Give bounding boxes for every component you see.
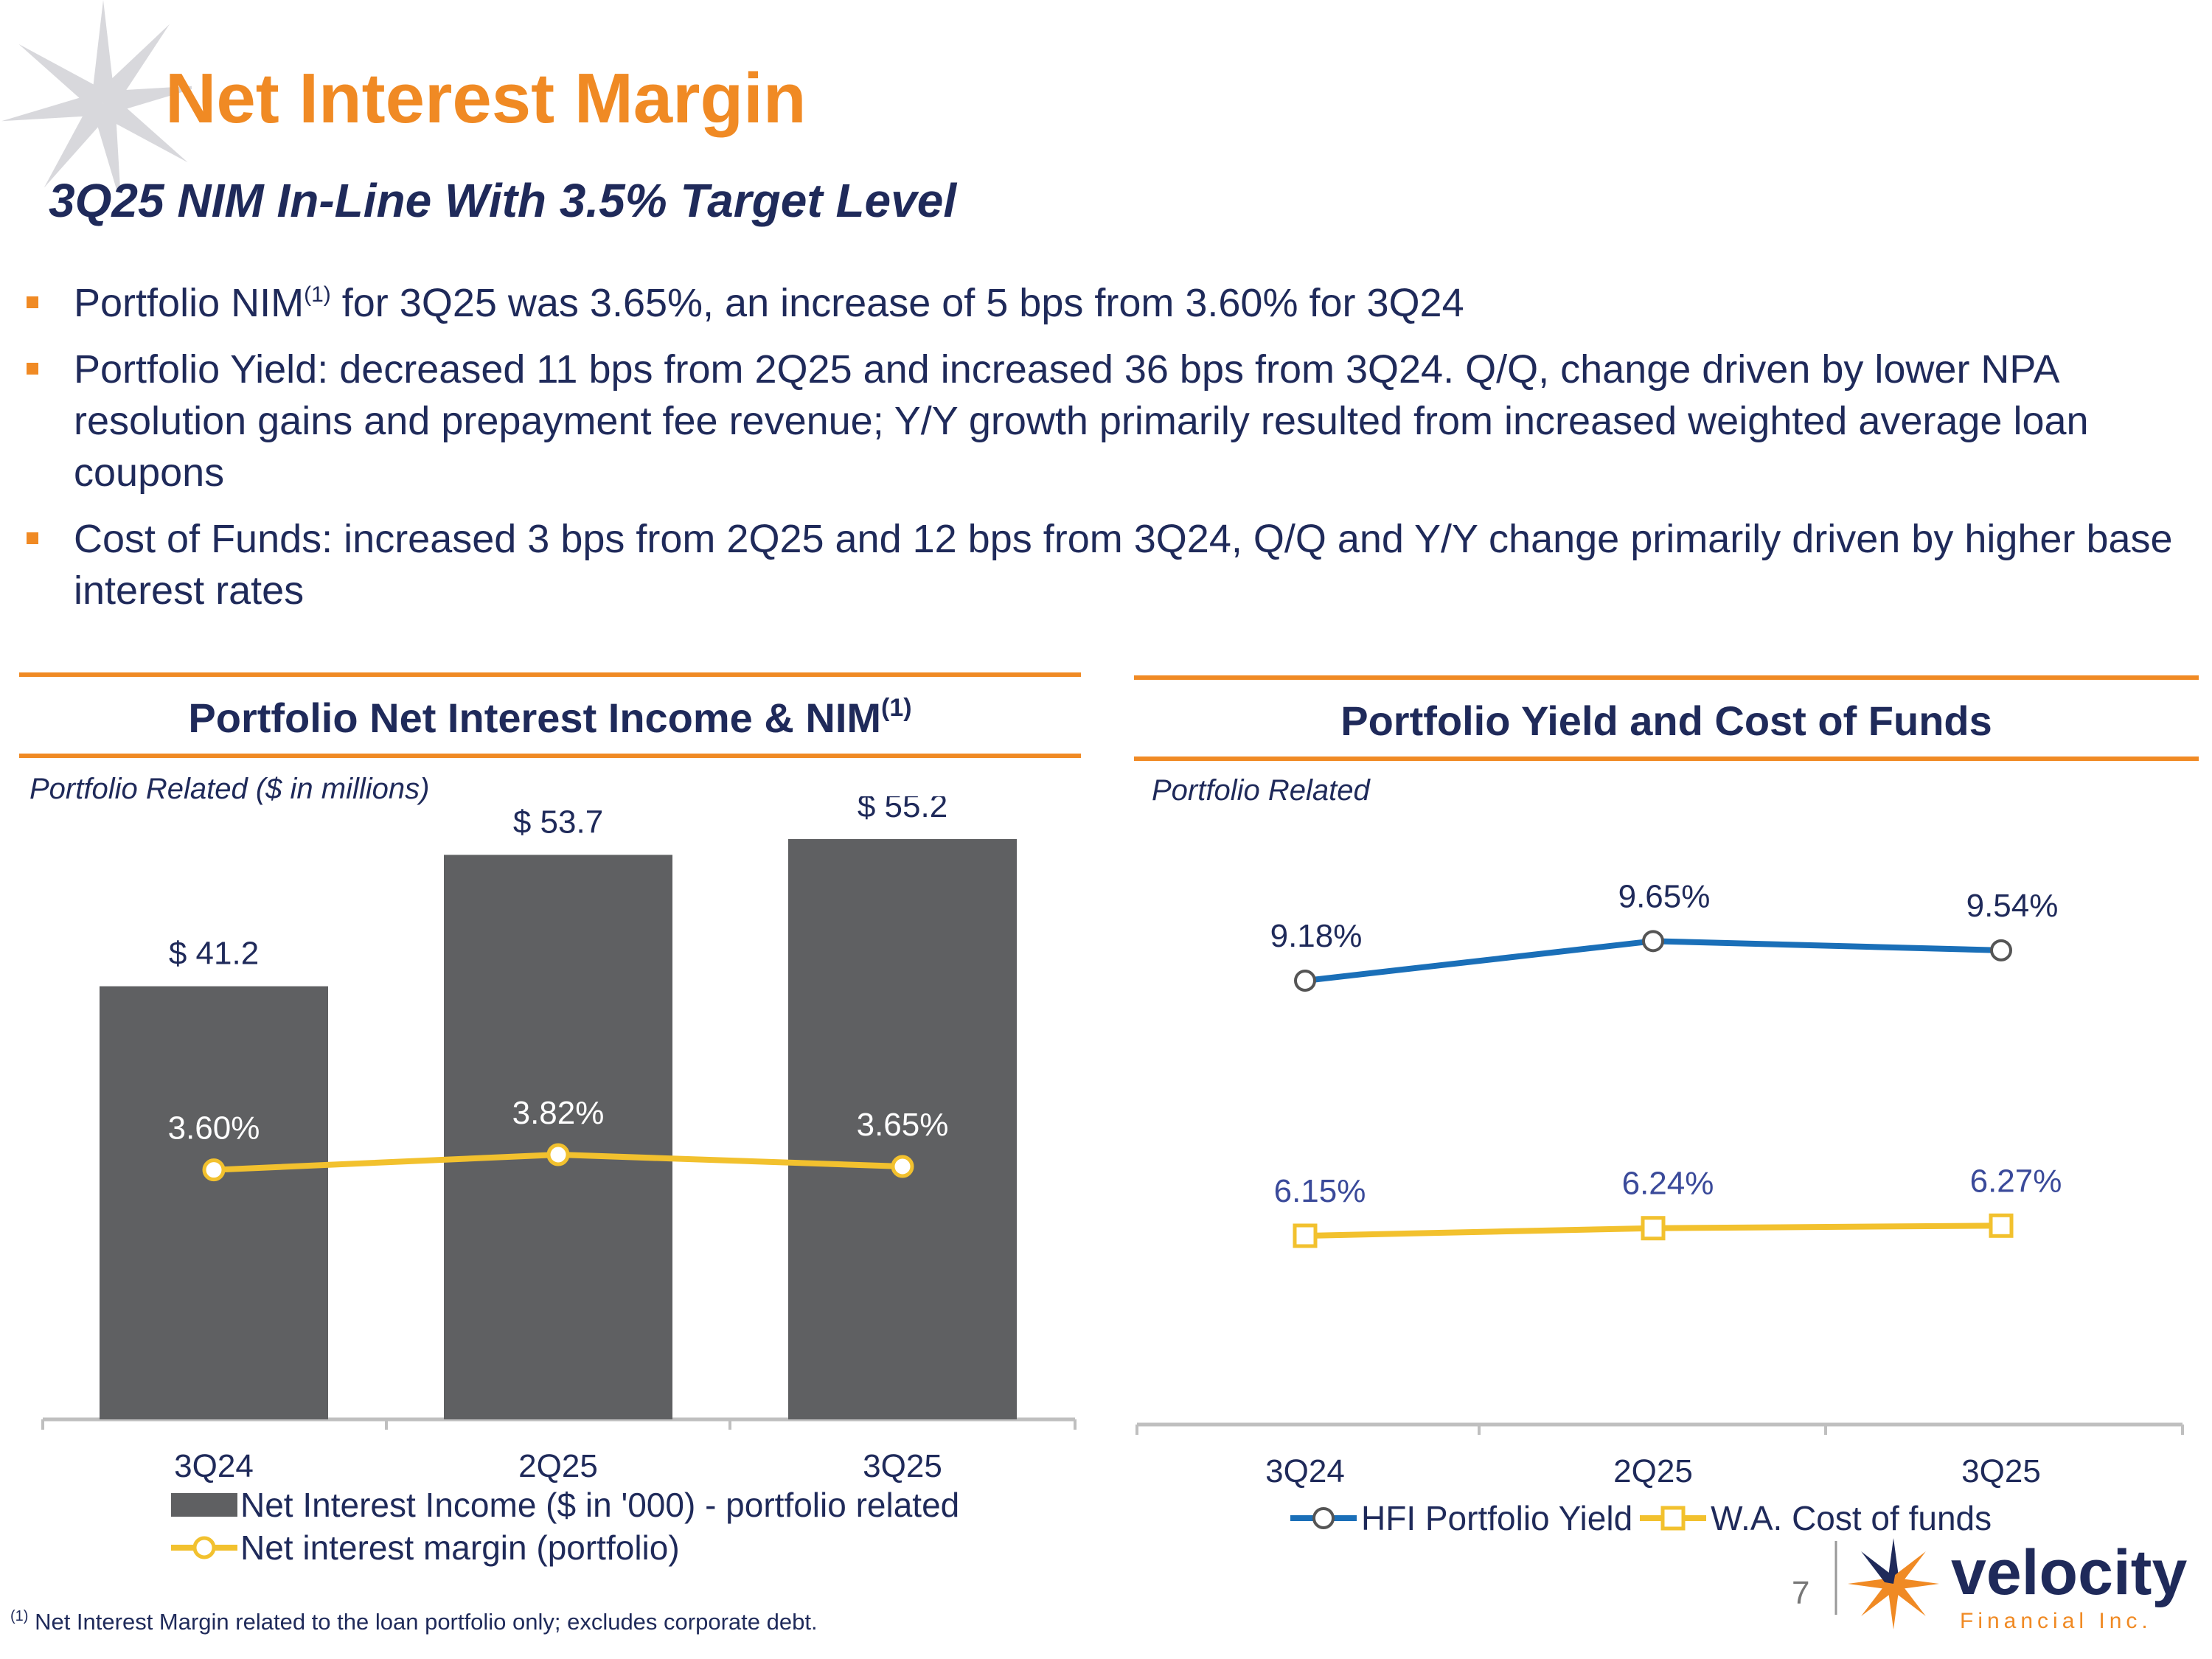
- bullet-item: Cost of Funds: increased 3 bps from 2Q25…: [21, 513, 2181, 616]
- bullet-square-icon: [27, 296, 38, 308]
- bullet-text: Portfolio Yield: decreased 11 bps from 2…: [74, 347, 2089, 495]
- left-panel-label: Portfolio Related ($ in millions): [29, 773, 430, 805]
- x-tick-label: 3Q24: [174, 1448, 254, 1484]
- bullet-square-icon: [27, 532, 38, 544]
- right-legend: HFI Portfolio Yield W.A. Cost of funds: [1290, 1497, 1992, 1540]
- cost-data-label: 6.24%: [1622, 1166, 1714, 1202]
- right-panel-title: Portfolio Yield and Cost of Funds: [1340, 698, 1992, 744]
- x-tick-label: 2Q25: [518, 1448, 598, 1484]
- cost-point: [1641, 1216, 1666, 1241]
- footnote: (1) Net Interest Margin related to the l…: [10, 1609, 818, 1635]
- bullet-text: Cost of Funds: increased 3 bps from 2Q25…: [74, 517, 2173, 613]
- legend-label: HFI Portfolio Yield: [1361, 1499, 1633, 1537]
- left-panel-header: Portfolio Net Interest Income & NIM(1): [19, 672, 1081, 761]
- yield-point: [1990, 939, 2012, 961]
- bullet-item: Portfolio Yield: decreased 11 bps from 2…: [21, 344, 2181, 498]
- yield-point: [1642, 930, 1664, 953]
- bullet-item: Portfolio NIM(1) for 3Q25 was 3.65%, an …: [21, 277, 2181, 329]
- bullet-square-icon: [27, 363, 38, 375]
- page-title: Net Interest Margin: [165, 59, 807, 138]
- nim-data-label: 3.60%: [168, 1110, 260, 1147]
- logo-subtext: Financial Inc.: [1960, 1609, 2152, 1633]
- bar: [100, 986, 328, 1419]
- legend-item-nii: Net Interest Income ($ in '000) - portfo…: [171, 1484, 959, 1526]
- line-square-marker-icon: [1640, 1506, 1707, 1531]
- footnote-marker: (1): [10, 1608, 29, 1624]
- right-panel-header: Portfolio Yield and Cost of Funds: [1134, 675, 2199, 764]
- footnote-ref: (1): [881, 694, 912, 722]
- x-tick-label: 3Q24: [1265, 1453, 1345, 1489]
- right-panel-label: Portfolio Related: [1152, 774, 1370, 807]
- footnote-ref: (1): [304, 282, 331, 307]
- nim-point: [546, 1143, 570, 1166]
- page-number: 7: [1792, 1575, 1810, 1611]
- bullet-text: Portfolio NIM: [74, 281, 305, 325]
- footnote-text: Net Interest Margin related to the loan …: [28, 1609, 818, 1635]
- cost-point: [1989, 1213, 2014, 1238]
- legend-item-nim: Net interest margin (portfolio): [171, 1526, 959, 1569]
- x-tick-label: 2Q25: [1613, 1453, 1693, 1489]
- bullet-text: for 3Q25 was 3.65%, an increase of 5 bps…: [330, 281, 1464, 325]
- divider: [19, 754, 1081, 758]
- line-circle-marker-icon: [171, 1536, 237, 1559]
- legend-label: Net Interest Income ($ in '000) - portfo…: [240, 1486, 960, 1524]
- nim-data-label: 3.82%: [512, 1095, 605, 1131]
- nim-data-label: 3.65%: [857, 1107, 949, 1143]
- star-decoration: [1, 0, 192, 192]
- divider: [1134, 675, 2199, 680]
- legend-label: W.A. Cost of funds: [1711, 1499, 1992, 1537]
- yield-cost-chart: 3Q24 2Q25 3Q25 9.18% 9.65% 9.54% 6.15% 6.24% 6.2…: [1135, 878, 2184, 1489]
- nim-point: [202, 1158, 226, 1182]
- x-tick-label: 3Q25: [1961, 1453, 2041, 1489]
- bar-value-label: $ 41.2: [169, 936, 259, 972]
- legend-label: Net interest margin (portfolio): [240, 1528, 680, 1567]
- yield-point: [1294, 970, 1316, 992]
- bar-value-label: $ 55.2: [858, 796, 947, 824]
- cost-data-label: 6.27%: [1970, 1163, 2062, 1199]
- divider: [1134, 757, 2199, 761]
- divider: [19, 672, 1081, 677]
- nii-nim-chart: $ 41.2 3Q24 $ 53.7 2Q25 $ 55.2 3Q25 3.60% 3.82%…: [41, 796, 1077, 1484]
- bullet-list: Portfolio NIM(1) for 3Q25 was 3.65%, an …: [21, 277, 2181, 631]
- bar: [444, 855, 672, 1419]
- cost-data-label: 6.15%: [1274, 1173, 1366, 1209]
- bar-value-label: $ 53.7: [513, 804, 603, 840]
- left-panel-title: Portfolio Net Interest Income & NIM(1): [19, 695, 1081, 741]
- yield-data-label: 9.18%: [1270, 918, 1363, 954]
- bar: [788, 839, 1017, 1419]
- left-panel-title-text: Portfolio Net Interest Income & NIM: [188, 695, 882, 741]
- legend-items: HFI Portfolio Yield W.A. Cost of funds: [1290, 1497, 1992, 1540]
- yield-data-label: 9.54%: [1966, 888, 2059, 924]
- nim-point: [891, 1155, 914, 1178]
- velocity-logo: velocity Financial Inc.: [1834, 1537, 2187, 1633]
- yield-data-label: 9.65%: [1618, 878, 1711, 914]
- x-tick-label: 3Q25: [863, 1448, 942, 1484]
- bar-swatch-icon: [171, 1493, 237, 1517]
- cost-point: [1293, 1223, 1318, 1248]
- logo-wordmark: velocity: [1951, 1537, 2187, 1608]
- page-subtitle: 3Q25 NIM In-Line With 3.5% Target Level: [49, 174, 957, 227]
- line-circle-marker-icon: [1290, 1507, 1357, 1529]
- left-legend: Net Interest Income ($ in '000) - portfo…: [171, 1484, 959, 1569]
